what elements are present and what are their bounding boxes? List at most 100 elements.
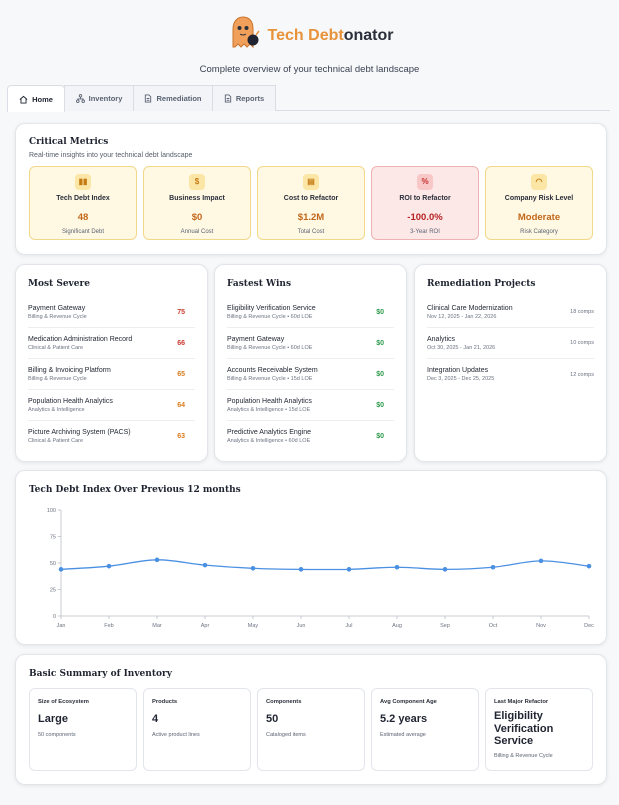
fastest-wins-list: Eligibility Verification Service Billing … <box>227 297 394 452</box>
component-count: 12 comps <box>570 371 594 378</box>
list-item[interactable]: Picture Archiving System (PACS) Clinical … <box>28 421 195 452</box>
x-tick-label: Feb <box>104 623 113 629</box>
data-point[interactable] <box>442 567 448 572</box>
data-point[interactable] <box>106 563 112 569</box>
list-item[interactable]: Billing & Invoicing Platform Billing & Re… <box>28 359 195 390</box>
list-item[interactable]: Predictive Analytics Engine Analytics & I… <box>227 421 394 452</box>
metric-roi-to-refactor[interactable]: % ROI to Refactor -100.0% 3-Year ROI <box>371 166 479 240</box>
hierarchy-icon <box>75 94 85 103</box>
inventory-summary-card: Basic Summary of Inventory Size of Ecosy… <box>15 654 607 785</box>
metric-label: Company Risk Level <box>504 195 574 202</box>
chart-icon: ▮▮ <box>75 174 91 190</box>
summary-avg-component-age: Avg Component Age 5.2 years Estimated av… <box>371 688 479 771</box>
data-point[interactable] <box>346 567 352 572</box>
tab-reports[interactable]: Reports <box>212 85 276 111</box>
item-meta: Analytics & Intelligence <box>28 406 85 413</box>
metric-value: $1.2M <box>297 212 325 223</box>
win-value: $0 <box>376 401 384 409</box>
tab-home[interactable]: Home <box>7 85 65 112</box>
brand-title: Tech Debtonator <box>267 27 394 44</box>
severity-score: 64 <box>177 401 185 409</box>
severity-score: 66 <box>177 339 185 347</box>
metric-caption: Significant Debt <box>61 229 105 235</box>
home-icon <box>19 95 28 104</box>
item-name: Clinical Care Modernization <box>427 304 513 312</box>
metric-business-impact[interactable]: $ Business Impact $0 Annual Cost <box>143 166 251 240</box>
list-item[interactable]: Population Health Analytics Analytics & I… <box>227 390 394 421</box>
win-value: $0 <box>376 308 384 316</box>
metric-cost-to-refactor[interactable]: ▤ Cost to Refactor $1.2M Total Cost <box>257 166 365 240</box>
component-count: 10 comps <box>570 340 594 346</box>
critical-metrics-card: Critical Metrics Real-time insights into… <box>15 123 607 255</box>
tab-label: Inventory <box>88 94 123 103</box>
x-tick-label: Oct <box>489 623 498 629</box>
metric-label: Cost to Refactor <box>283 195 339 202</box>
data-point[interactable] <box>202 562 208 568</box>
data-point[interactable] <box>586 563 592 569</box>
data-point[interactable] <box>538 558 544 564</box>
item-meta: Analytics & Intelligence • 60d LOE <box>227 438 311 444</box>
fastest-wins-card: Fastest Wins Eligibility Verification Se… <box>214 264 407 462</box>
metric-tech-debt-index[interactable]: ▮▮ Tech Debt Index 48 Significant Debt <box>29 166 137 240</box>
metric-label: Business Impact <box>169 195 225 202</box>
list-item[interactable]: Population Health Analytics Analytics & I… <box>28 390 195 421</box>
metric-caption: Risk Category <box>520 229 558 235</box>
tab-inventory[interactable]: Inventory <box>64 85 134 111</box>
main-tabs: Home Inventory Remediation Reports <box>7 85 610 112</box>
x-tick-label: Jan <box>57 623 66 629</box>
tab-label: Home <box>32 94 53 104</box>
section-title: Critical Metrics <box>29 137 109 147</box>
summary-label: Components <box>266 699 302 705</box>
ghost-mascot-icon <box>226 15 262 58</box>
tab-remediation[interactable]: Remediation <box>133 85 213 111</box>
severity-score: 75 <box>177 308 185 316</box>
y-tick-label: 50 <box>50 561 56 567</box>
data-point[interactable] <box>58 567 64 572</box>
item-name: Population Health Analytics <box>28 397 113 405</box>
list-item[interactable]: Analytics Oct 30, 2025 - Jan 21, 2026 10 … <box>427 328 594 359</box>
summary-products: Products 4 Active product lines <box>143 688 251 771</box>
metric-value: 48 <box>77 212 89 223</box>
x-tick-label: Nov <box>536 623 546 629</box>
item-meta: Dec 3, 2025 - Dec 25, 2025 <box>427 376 495 382</box>
summary-caption: 50 components <box>38 731 76 738</box>
x-tick-label: Jun <box>297 623 306 629</box>
tech-debt-chart-card: Tech Debt Index Over Previous 12 months … <box>15 470 607 645</box>
summary-value: Large <box>38 713 68 725</box>
list-item[interactable]: Eligibility Verification Service Billing … <box>227 297 394 328</box>
item-name: Billing & Invoicing Platform <box>28 366 111 374</box>
chart-title: Tech Debt Index Over Previous 12 months <box>29 485 241 495</box>
summary-label: Last Major Refactor <box>494 699 549 705</box>
list-item[interactable]: Accounts Receivable System Billing & Reve… <box>227 359 394 390</box>
data-point[interactable] <box>298 567 304 572</box>
summary-label: Size of Ecosystem <box>38 699 89 705</box>
item-name: Predictive Analytics Engine <box>227 429 312 436</box>
item-meta: Nov 12, 2025 - Jan 22, 2026 <box>427 313 497 320</box>
x-tick-label: May <box>248 623 259 629</box>
list-item[interactable]: Integration Updates Dec 3, 2025 - Dec 25,… <box>427 359 594 390</box>
data-point[interactable] <box>250 566 256 571</box>
list-item[interactable]: Clinical Care Modernization Nov 12, 2025 … <box>427 297 594 328</box>
data-point[interactable] <box>154 557 160 563</box>
data-point[interactable] <box>490 564 496 570</box>
list-item[interactable]: Payment Gateway Billing & Revenue Cycle •… <box>227 328 394 359</box>
metric-value: Moderate <box>517 212 561 223</box>
summary-label: Avg Component Age <box>380 699 437 705</box>
item-name: Integration Updates <box>427 367 489 374</box>
tab-label: Reports <box>235 94 265 103</box>
list-item[interactable]: Medication Administration Record Clinical… <box>28 328 195 359</box>
item-meta: Clinical & Patient Care <box>28 344 84 351</box>
summary-caption: Active product lines <box>152 731 200 738</box>
summary-caption: Billing & Revenue Cycle <box>494 752 553 759</box>
item-name: Analytics <box>427 335 456 343</box>
summary-value: 4 <box>152 713 159 725</box>
section-subtitle: Real-time insights into your technical d… <box>29 152 193 159</box>
x-tick-label: Jul <box>345 623 352 629</box>
section-title: Most Severe <box>28 279 90 289</box>
summary-value: 5.2 years <box>380 713 428 725</box>
percent-icon: % <box>417 174 433 190</box>
page-subtitle: Complete overview of your technical debt… <box>199 64 420 75</box>
list-item[interactable]: Payment Gateway Billing & Revenue Cycle 7… <box>28 297 195 328</box>
metric-company-risk-level[interactable]: ◠ Company Risk Level Moderate Risk Categ… <box>485 166 593 240</box>
data-point[interactable] <box>394 564 400 570</box>
